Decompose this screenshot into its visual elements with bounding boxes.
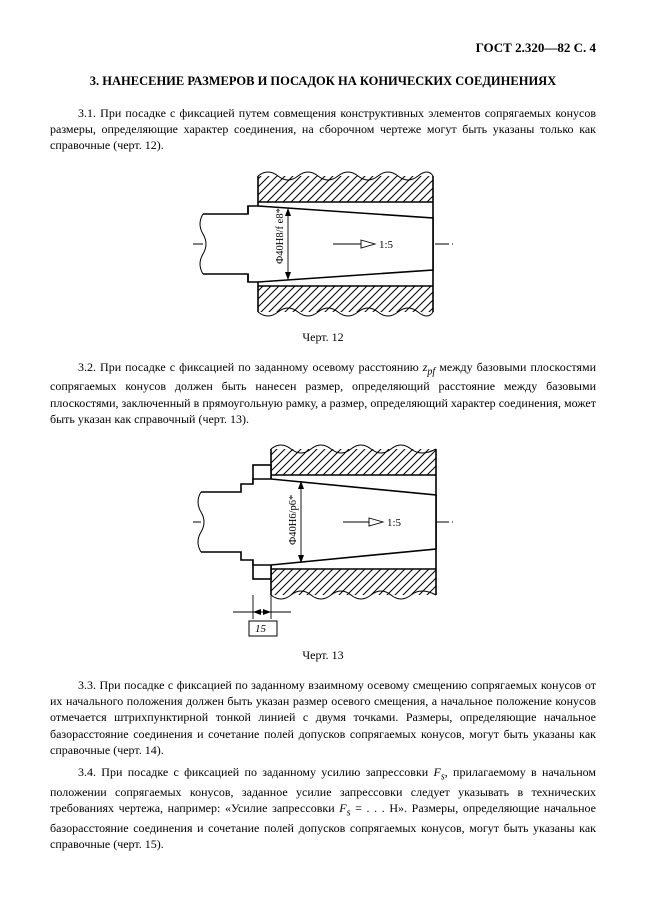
fig12-caption: Черт. 12 (50, 330, 596, 345)
fig13-dim-label: Ф40H6/p6* (288, 495, 299, 545)
para-3-2: 3.2. При посадке с фиксацией по заданном… (50, 359, 596, 427)
p32-a: 3.2. При посадке с фиксацией по заданном… (78, 360, 423, 374)
page-header: ГОСТ 2.320—82 С. 4 (50, 40, 596, 56)
fig13-taper-label: 1:5 (387, 517, 402, 529)
para-3-4: 3.4. При посадке с фиксацией по заданном… (50, 764, 596, 852)
p34-a: 3.4. При посадке с фиксацией по заданном… (78, 765, 434, 779)
p34-sym: F (434, 765, 441, 779)
fig12-taper-label: 1:5 (379, 239, 394, 251)
fig13-box-label: 15 (255, 623, 267, 635)
figure-12: 1:5 Ф40H8/f е8* (193, 164, 453, 324)
para-3-1: 3.1. При посадке с фиксацией путем совме… (50, 105, 596, 154)
para-3-3: 3.3. При посадке с фиксацией по заданном… (50, 677, 596, 758)
fig13-caption: Черт. 13 (50, 648, 596, 663)
fig12-dim-label: Ф40H8/f е8* (275, 208, 286, 264)
p34-eq-sym: F (339, 801, 346, 815)
figure-13: 1:5 Ф40H6/p6* 15 (193, 437, 453, 642)
section-title: 3. НАНЕСЕНИЕ РАЗМЕРОВ И ПОСАДОК НА КОНИЧ… (50, 74, 596, 89)
p34-eq-rest: = . . . Н (351, 801, 399, 815)
